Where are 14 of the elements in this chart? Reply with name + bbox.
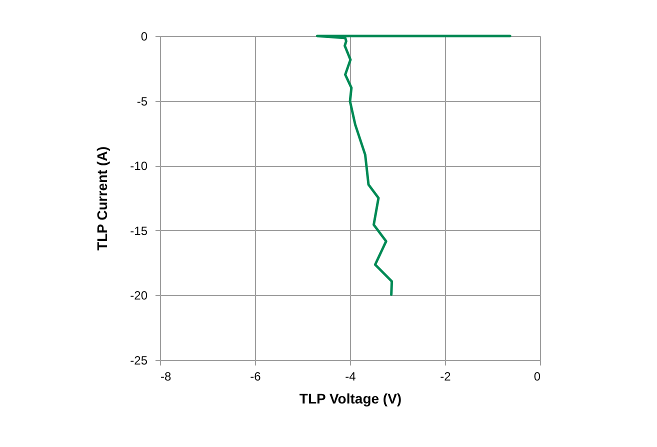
line-series	[316, 34, 512, 296]
x-tick-label: -8	[160, 370, 172, 384]
y-tick-label: -5	[136, 94, 148, 108]
y-tick-label: -20	[130, 288, 148, 303]
x-tick-label: -2	[440, 370, 452, 384]
y-axis-title: TLP Current (A)	[94, 146, 110, 250]
x-tick-label: 0	[534, 370, 541, 384]
x-tick-label: -6	[250, 370, 262, 384]
x-tick-label: -4	[345, 370, 356, 384]
y-tick-label: -10	[130, 159, 148, 174]
y-tick-label: -25	[130, 354, 148, 368]
x-axis-title: TLP Voltage (V)	[299, 390, 402, 406]
y-tick-label: 0	[140, 30, 148, 44]
y-tick-label: -15	[130, 224, 148, 238]
